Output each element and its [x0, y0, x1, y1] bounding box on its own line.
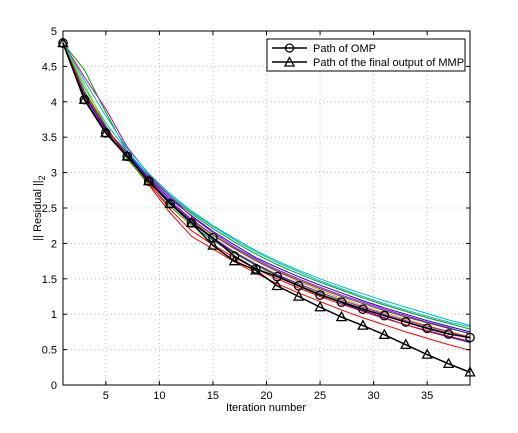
y-tick-label: 2.5 — [42, 203, 57, 215]
x-tick-label: 25 — [314, 390, 326, 402]
legend-triangle-marker-icon — [283, 56, 296, 67]
y-tick-label: 2 — [51, 238, 57, 250]
omp-circle-marker — [379, 310, 390, 321]
x-tick-label: 20 — [260, 390, 272, 402]
mmp-triangle-marker — [121, 150, 133, 161]
mmp-candidate-path — [62, 42, 471, 338]
y-tick-label: 5 — [51, 26, 57, 38]
mmp-triangle-marker — [400, 338, 412, 349]
x-tick-label: 35 — [421, 390, 433, 402]
mmp-triangle-marker — [378, 328, 391, 339]
y-axis-title-subscript: 2 — [37, 175, 47, 180]
y-tick-label: 4.5 — [42, 61, 57, 73]
y-tick-label: 1 — [51, 309, 57, 321]
legend-box — [266, 38, 466, 72]
mmp-triangle-marker — [250, 264, 262, 275]
mmp-triangle-marker — [78, 93, 91, 104]
legend-entry-omp: Path of OMP — [272, 43, 376, 55]
omp-circle-marker — [229, 251, 240, 261]
mmp-triangle-marker — [164, 197, 176, 209]
mmp-triangle-marker — [314, 300, 326, 312]
legend-label-omp: Path of OMP — [313, 43, 376, 55]
main-series — [57, 36, 476, 377]
y-tick-label: 4 — [51, 97, 57, 109]
mmp-triangle-marker — [271, 279, 283, 291]
grid — [63, 31, 470, 385]
y-axis-title-main: || Residual || — [32, 180, 44, 240]
omp-circle-marker — [400, 317, 411, 327]
omp-circle-marker — [315, 290, 325, 300]
mmp-triangle-marker — [207, 239, 219, 250]
omp-circle-marker — [443, 329, 454, 339]
legend: Path of OMP Path of the final output of … — [266, 38, 466, 72]
omp-circle-marker — [336, 297, 347, 308]
mmp-triangle-marker — [442, 357, 455, 369]
legend-circle-marker-icon — [284, 43, 295, 53]
x-tick-label: 30 — [367, 390, 379, 402]
mmp-triangle-marker — [292, 290, 305, 301]
legend-entry-mmp: Path of the final output of MMP — [272, 56, 464, 69]
axis-ticks — [63, 30, 470, 386]
omp-circle-marker — [422, 323, 433, 334]
mmp-triangle-marker — [100, 126, 112, 138]
mmp-triangle-marker — [228, 254, 241, 266]
mmp-triangle-marker — [421, 348, 433, 359]
mmp-candidate-path — [62, 42, 471, 327]
y-axis-title: || Residual ||2 — [32, 175, 47, 240]
mmp-triangle-marker — [185, 216, 198, 228]
legend-label-mmp: Path of the final output of MMP — [313, 57, 464, 69]
mmp-triangle-marker — [142, 174, 155, 186]
y-tick-label: 0.5 — [42, 345, 57, 357]
y-tick-label: 1.5 — [42, 274, 57, 286]
x-tick-label: 10 — [153, 390, 165, 402]
omp-circle-marker — [358, 304, 368, 315]
mmp-triangle-marker — [357, 319, 369, 330]
x-tick-label: 15 — [207, 390, 219, 402]
mmp-triangle-marker — [335, 310, 348, 322]
y-tick-label: 3.5 — [42, 132, 57, 144]
y-tick-label: 3 — [51, 168, 57, 180]
x-tick-label: 5 — [103, 390, 109, 402]
mmp-candidate-path — [62, 42, 471, 335]
omp-circle-marker — [293, 281, 304, 291]
tick-labels: 5 10 15 20 25 30 35 0 0.5 1 1.5 2 2.5 3 3.5 4 4.5 5 — [42, 26, 434, 402]
y-tick-label: 0 — [51, 380, 57, 392]
x-axis-title: Iteration number — [226, 402, 306, 414]
